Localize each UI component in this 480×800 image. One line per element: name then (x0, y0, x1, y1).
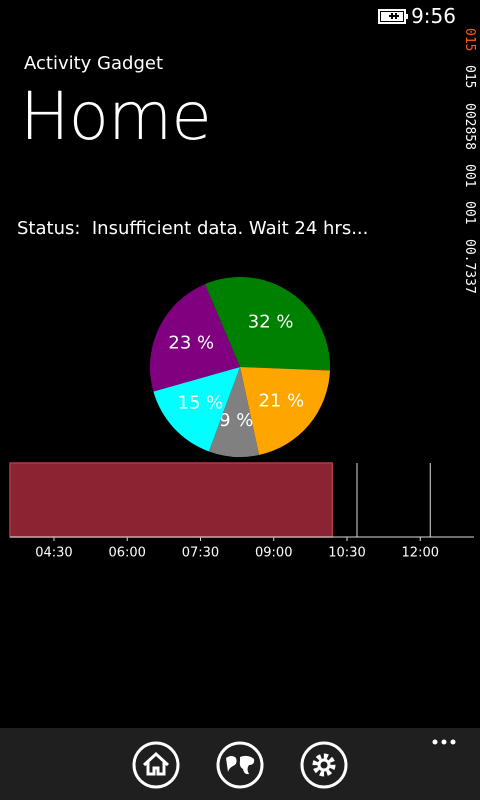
activity-bar (9, 462, 334, 538)
x-tick-label: 12:00 (402, 546, 439, 561)
x-tick-label: 09:00 (255, 546, 292, 561)
pie-slice (204, 277, 330, 371)
debug-counter: 015 (462, 65, 477, 89)
app-title: Activity Gadget (24, 53, 163, 74)
page-title: Home (20, 78, 212, 155)
x-tick-label: 10:30 (328, 546, 365, 561)
globe-button[interactable] (216, 741, 264, 789)
pie-label: 21 % (258, 391, 304, 412)
status-label: Status: (17, 218, 81, 239)
pie-label: 32 % (248, 312, 294, 333)
settings-button[interactable] (300, 741, 348, 789)
debug-counter: 001 (462, 201, 477, 225)
pie-slice (240, 367, 330, 455)
pie-slice (208, 367, 260, 458)
debug-counter: 002858 (462, 102, 477, 150)
pie-slice (153, 367, 240, 452)
clock: 9:56 (411, 4, 456, 28)
x-tick-label: 04:30 (35, 546, 72, 561)
pie-label: 9 % (219, 410, 253, 431)
debug-counter: 015 (462, 28, 477, 52)
charts: 32 % 21 %9 %15 % 23 % 04:30 06:00 07:30 09:00 1… (9, 277, 474, 561)
more-button[interactable] (432, 739, 456, 745)
debug-counter: 00.7337 (462, 238, 477, 294)
pie-slice (150, 284, 240, 392)
pie-label: 23 % (168, 333, 214, 354)
x-tick-label: 06:00 (108, 546, 145, 561)
pie-label: 15 % (178, 393, 224, 414)
status-line: Status: Insufficient data. Wait 24 hrs..… (17, 218, 368, 239)
debug-counters: 015 015 002858 001 001 00.7337 (458, 28, 480, 308)
app-bar (0, 728, 480, 800)
battery-icon (378, 9, 408, 24)
debug-counter: 001 (462, 163, 477, 188)
status-text: Insufficient data. Wait 24 hrs... (91, 218, 369, 239)
x-tick-label: 07:30 (182, 546, 219, 561)
home-button[interactable] (132, 741, 180, 789)
